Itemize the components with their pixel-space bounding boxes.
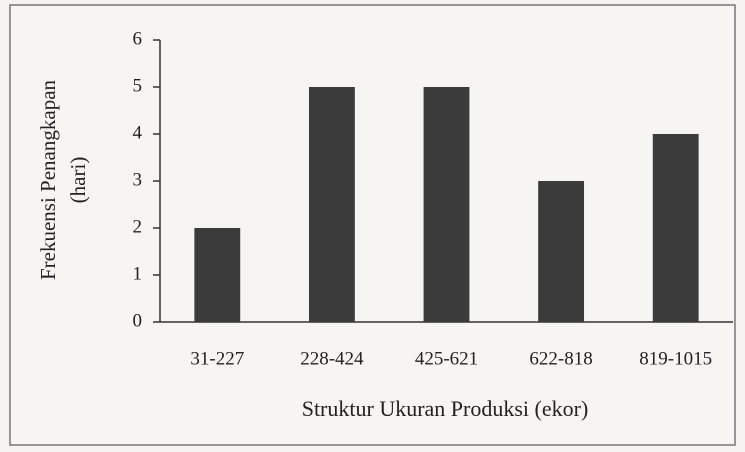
y-tick-label: 4	[133, 122, 143, 143]
bar	[423, 87, 470, 322]
bar	[538, 181, 585, 322]
x-tick-label: 819-1015	[639, 348, 712, 369]
y-tick-label: 6	[133, 28, 143, 49]
x-tick-label: 425-621	[415, 348, 478, 369]
y-tick-label: 1	[133, 263, 143, 284]
x-axis-label: Struktur Ukuran Produksi (ekor)	[302, 396, 589, 421]
y-axis-label-line: Frekuensi Penangkapan	[36, 79, 60, 280]
x-tick-label: 622-818	[529, 348, 592, 369]
x-tick-label: 228-424	[300, 348, 364, 369]
y-tick-label: 3	[133, 169, 143, 190]
bar	[652, 134, 699, 322]
y-axis-label: Frekuensi Penangkapan (hari)	[36, 79, 90, 280]
bar	[308, 87, 355, 322]
y-tick-label: 0	[133, 310, 143, 331]
y-tick-label: 5	[133, 75, 143, 96]
y-axis-label-line: (hari)	[66, 157, 90, 204]
bar	[194, 228, 241, 322]
x-tick-label: 31-227	[190, 348, 244, 369]
y-tick-label: 2	[133, 216, 143, 237]
chart-frame	[9, 4, 736, 446]
